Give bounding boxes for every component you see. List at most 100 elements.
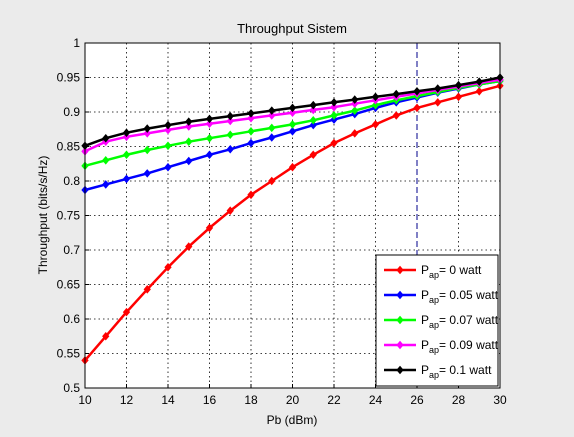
x-tick-label: 22: [327, 393, 341, 407]
data-point: [475, 77, 483, 86]
y-tick-label: 0.9: [63, 105, 80, 119]
data-point: [454, 92, 463, 102]
data-point: [164, 141, 172, 151]
data-point: [288, 103, 297, 113]
data-point: [185, 122, 193, 131]
data-point: [309, 116, 317, 125]
data-point: [226, 206, 234, 215]
data-point: [371, 120, 380, 129]
data-point: [268, 106, 276, 115]
x-tick-label: 14: [161, 393, 175, 407]
data-point: [102, 156, 110, 165]
legend-marker: [396, 365, 404, 375]
data-point: [247, 127, 255, 136]
data-point: [143, 124, 151, 133]
data-point: [122, 128, 131, 137]
data-point: [434, 84, 442, 93]
legend-item: Pap= 0.05 watt: [384, 288, 499, 305]
y-tick-label: 0.95: [57, 71, 81, 85]
series-4: [81, 73, 504, 151]
data-point: [185, 117, 193, 126]
data-point: [102, 180, 110, 189]
y-tick-label: 0.5: [63, 381, 80, 395]
data-point: [143, 169, 151, 178]
data-point: [392, 111, 400, 120]
data-point: [309, 120, 317, 130]
data-point: [309, 105, 317, 115]
data-point: [102, 133, 110, 143]
x-tick-label: 28: [452, 393, 466, 407]
legend-item: Pap= 0.09 watt: [384, 338, 499, 355]
data-point: [226, 144, 234, 154]
data-point: [102, 331, 110, 341]
data-point: [122, 307, 131, 317]
data-point: [268, 111, 276, 120]
data-point: [164, 125, 172, 135]
data-point: [226, 130, 234, 140]
data-point: [164, 120, 172, 130]
data-point: [434, 98, 442, 107]
legend-label: Pap= 0.1 watt: [421, 363, 492, 380]
data-point: [205, 114, 214, 124]
x-tick-label: 30: [493, 393, 507, 407]
data-point: [371, 100, 380, 110]
data-point: [205, 133, 214, 143]
y-tick-label: 0.75: [57, 209, 81, 223]
data-point: [185, 242, 193, 251]
data-point: [164, 262, 172, 272]
y-tick-label: 0.7: [63, 243, 80, 257]
data-point: [392, 89, 400, 99]
y-tick-label: 0.55: [57, 347, 81, 361]
data-point: [205, 223, 214, 233]
data-point: [268, 133, 276, 142]
x-tick-label: 16: [203, 393, 217, 407]
data-point: [351, 129, 359, 138]
y-tick-label: 0.65: [57, 278, 81, 292]
data-point: [288, 120, 297, 129]
data-point: [185, 156, 193, 166]
data-point: [288, 162, 297, 172]
data-point: [351, 95, 359, 104]
data-point: [475, 87, 483, 96]
data-point: [288, 108, 297, 117]
data-point: [330, 138, 338, 148]
data-point: [288, 127, 297, 136]
data-point: [268, 176, 276, 186]
legend-label: Pap= 0.05 watt: [421, 288, 499, 305]
chart-title: Throughput Sistem: [237, 21, 347, 36]
y-tick-label: 1: [73, 36, 80, 50]
legend-label: Pap= 0 watt: [421, 263, 482, 280]
y-tick-label: 0.8: [63, 174, 80, 188]
data-point: [122, 150, 131, 160]
data-series: [81, 73, 504, 365]
data-point: [226, 116, 234, 126]
data-point: [143, 145, 151, 155]
axis-ticks: 10 12 14 16 18 20 22 24 26 28 30 0.5 0.55 0.6 0.65 0.7 0…: [57, 36, 507, 407]
data-point: [371, 92, 380, 102]
data-point: [330, 111, 338, 120]
data-point: [143, 129, 151, 138]
legend-item: Pap= 0 watt: [384, 263, 482, 280]
legend-item: Pap= 0.07 watt: [384, 313, 499, 330]
data-point: [247, 109, 255, 118]
x-tick-label: 20: [286, 393, 300, 407]
legend-marker: [396, 315, 404, 325]
data-point: [413, 87, 421, 96]
data-point: [164, 162, 172, 172]
data-point: [351, 106, 359, 115]
x-axis-label: Pb (dBm): [267, 413, 318, 427]
data-point: [330, 98, 338, 107]
data-point: [185, 137, 193, 146]
legend-label: Pap= 0.07 watt: [421, 313, 499, 330]
x-tick-label: 26: [410, 393, 424, 407]
y-tick-label: 0.6: [63, 312, 80, 326]
data-point: [413, 103, 421, 113]
data-point: [205, 119, 214, 128]
data-point: [205, 150, 214, 160]
x-tick-label: 10: [78, 393, 92, 407]
y-axis-label: Throughput (bits/s/Hz): [36, 156, 50, 275]
data-point: [247, 190, 255, 200]
data-point: [247, 113, 255, 123]
